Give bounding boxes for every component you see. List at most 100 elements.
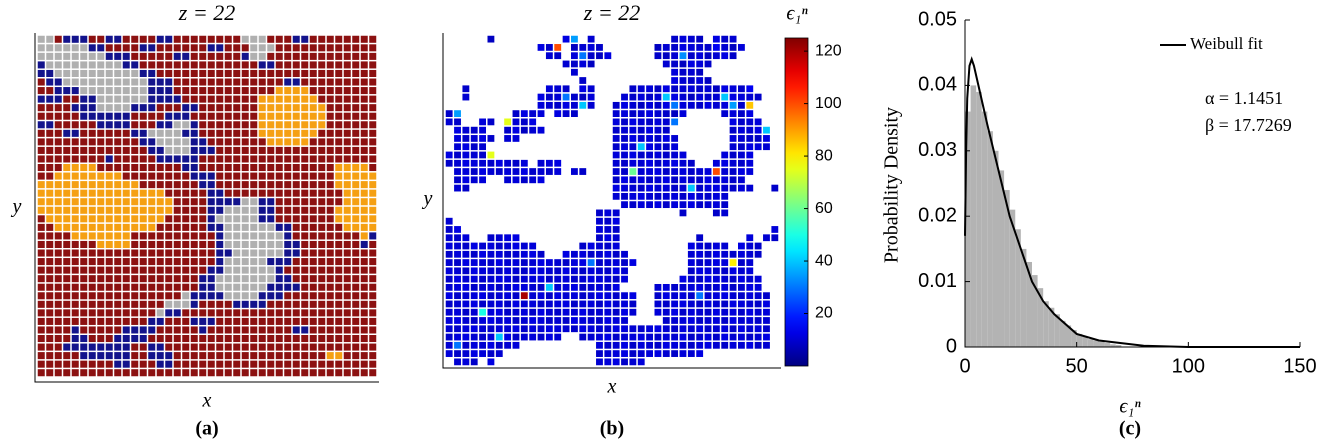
- cell: [671, 184, 679, 192]
- cell: [131, 292, 139, 300]
- cell: [165, 198, 173, 206]
- cell: [241, 69, 249, 77]
- cell: [646, 350, 653, 357]
- cell: [250, 189, 258, 197]
- cell: [131, 232, 139, 240]
- cell: [224, 129, 232, 137]
- cell: [579, 101, 587, 109]
- cell: [554, 85, 562, 93]
- histogram-bar: [1076, 333, 1083, 347]
- cell: [479, 333, 486, 341]
- cell: [156, 317, 164, 325]
- cell: [360, 292, 368, 300]
- cell: [687, 325, 695, 333]
- cell: [612, 234, 620, 242]
- cell: [318, 181, 326, 189]
- cell: [292, 240, 300, 248]
- cell: [292, 138, 300, 146]
- cell: [148, 360, 156, 368]
- cell: [148, 44, 156, 52]
- cell: [54, 155, 62, 163]
- cell: [470, 275, 478, 283]
- cell: [216, 104, 224, 112]
- cell: [284, 129, 292, 137]
- cell: [696, 292, 704, 300]
- histogram-bar: [1110, 344, 1116, 347]
- cell: [445, 118, 453, 126]
- cell: [621, 275, 628, 283]
- cell: [470, 350, 478, 357]
- histogram-bar: [987, 131, 993, 347]
- cell: [604, 275, 612, 283]
- cell: [199, 189, 207, 197]
- cell: [529, 292, 537, 300]
- cell: [88, 335, 96, 343]
- cell: [199, 181, 207, 189]
- cell: [190, 360, 198, 368]
- cell: [646, 85, 653, 93]
- cell: [326, 112, 334, 120]
- y-tick-label: 0.01: [918, 270, 957, 292]
- cell: [46, 317, 54, 325]
- cell: [275, 129, 283, 137]
- cell: [71, 266, 79, 274]
- cell: [46, 198, 54, 206]
- cell: [80, 164, 88, 172]
- cell: [352, 198, 360, 206]
- cell: [190, 172, 198, 180]
- cell: [267, 69, 275, 77]
- cell: [301, 129, 309, 137]
- cell: [679, 85, 687, 93]
- cell: [165, 104, 173, 112]
- cell: [46, 232, 54, 240]
- cell: [696, 350, 704, 357]
- cell: [454, 126, 461, 134]
- cell: [495, 267, 503, 275]
- cell: [80, 95, 88, 103]
- cell: [258, 87, 266, 95]
- cell: [621, 126, 628, 134]
- cell: [207, 164, 215, 172]
- cell: [721, 93, 729, 101]
- cell: [662, 151, 670, 159]
- cell: [258, 69, 266, 77]
- cell: [292, 343, 300, 351]
- cell: [318, 95, 326, 103]
- cell: [335, 87, 343, 95]
- cell: [360, 121, 368, 129]
- cell: [696, 68, 704, 76]
- cell: [487, 325, 495, 333]
- cell: [258, 232, 266, 240]
- cell: [267, 61, 275, 69]
- cell: [173, 35, 181, 43]
- cell: [326, 121, 334, 129]
- cell: [122, 283, 130, 291]
- cell: [637, 333, 645, 341]
- cell: [721, 159, 729, 167]
- cell: [207, 223, 215, 231]
- cell: [687, 284, 695, 291]
- cell: [696, 52, 704, 60]
- cell: [671, 85, 679, 93]
- cell: [156, 189, 164, 197]
- cell: [292, 223, 300, 231]
- cell: [562, 300, 570, 308]
- cell: [704, 275, 712, 283]
- cell: [301, 249, 309, 257]
- cell: [721, 101, 729, 109]
- cell: [512, 110, 520, 117]
- cell: [80, 240, 88, 248]
- cell: [284, 146, 292, 154]
- cell: [148, 369, 156, 377]
- cell: [462, 358, 470, 366]
- cell: [746, 159, 754, 167]
- cell: [704, 201, 712, 209]
- cell: [654, 308, 662, 316]
- cell: [309, 146, 317, 154]
- cell: [360, 172, 368, 180]
- cell: [241, 87, 249, 95]
- cell: [679, 308, 687, 316]
- cell: [646, 110, 653, 117]
- cell: [462, 267, 470, 275]
- cell: [131, 164, 139, 172]
